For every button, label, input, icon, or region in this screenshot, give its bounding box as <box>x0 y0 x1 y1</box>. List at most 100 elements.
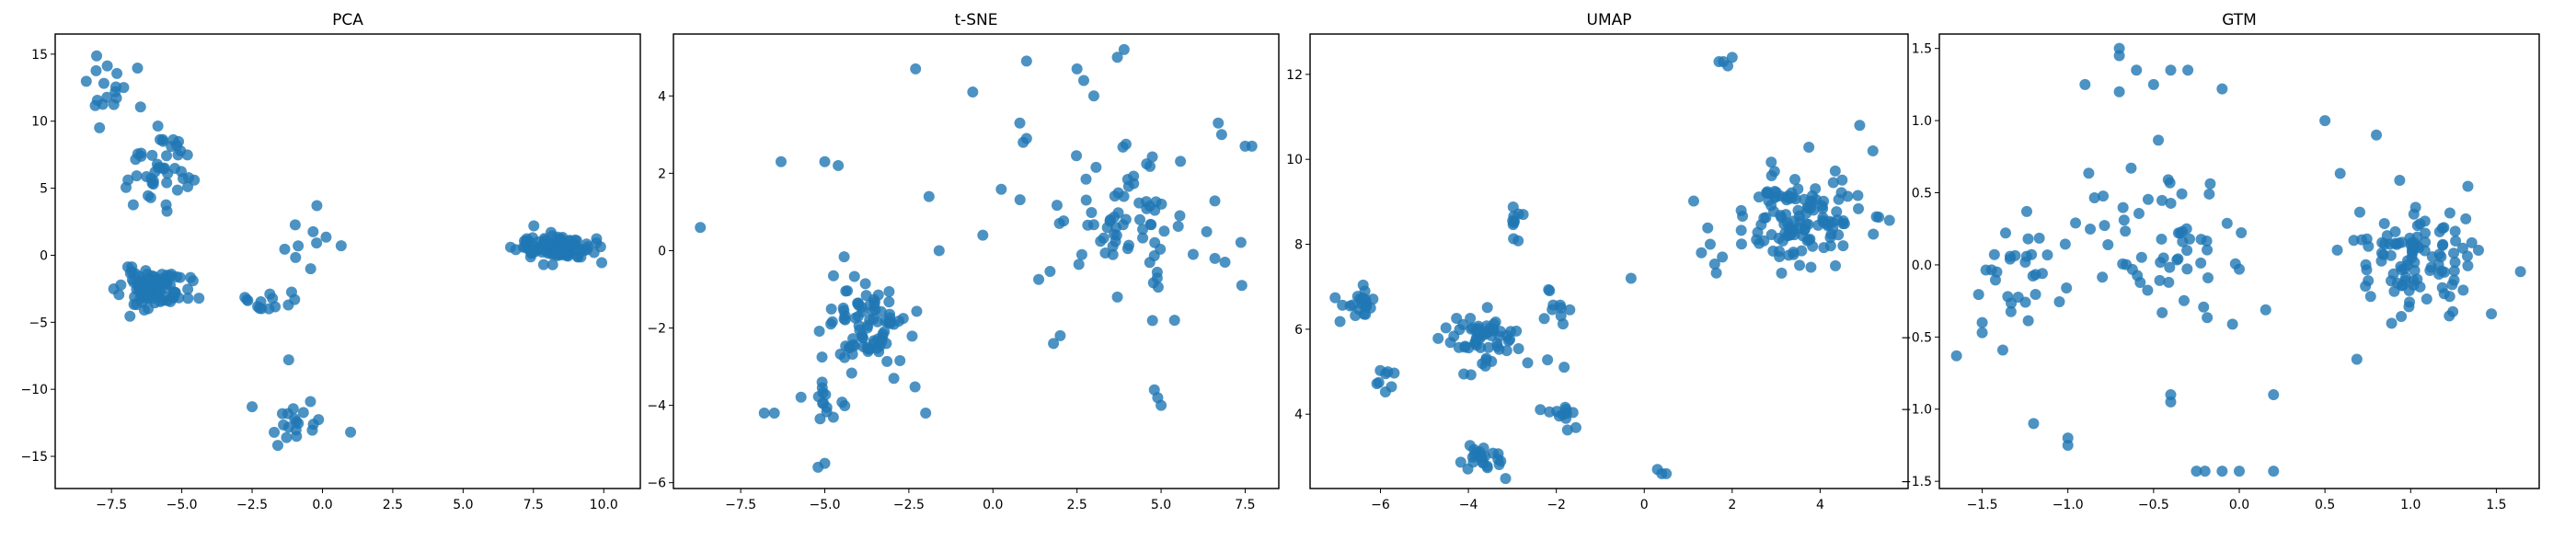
data-point <box>813 326 825 338</box>
data-point <box>127 199 139 211</box>
data-point <box>933 245 945 257</box>
data-point <box>1661 467 1673 479</box>
data-point <box>1107 240 1119 252</box>
data-point <box>2163 276 2175 288</box>
data-point <box>2462 259 2474 271</box>
data-point <box>1837 218 1849 230</box>
data-point <box>1051 200 1063 212</box>
data-point <box>2400 271 2411 283</box>
data-point <box>2019 257 2031 269</box>
data-point <box>1765 156 1777 168</box>
data-point <box>1786 187 1798 199</box>
data-point <box>2053 295 2065 307</box>
data-point <box>923 190 935 202</box>
data-point <box>293 418 305 430</box>
data-point <box>1151 266 1163 278</box>
data-point <box>2030 289 2041 301</box>
x-tick-label: 2.5 <box>1067 498 1087 512</box>
data-point <box>860 290 872 302</box>
data-point <box>2438 222 2450 234</box>
data-point <box>2022 233 2034 245</box>
data-point <box>2006 297 2018 309</box>
data-point <box>563 247 575 259</box>
x-tick-label: 0.0 <box>983 498 1003 512</box>
data-point <box>2514 266 2526 278</box>
data-point <box>1172 221 1184 233</box>
scatter-points-umap <box>1329 52 1895 485</box>
data-point <box>2099 220 2110 232</box>
data-point <box>2097 271 2109 283</box>
data-point <box>833 159 845 171</box>
data-point <box>1570 421 1581 433</box>
data-point <box>1805 261 1817 273</box>
data-point <box>1080 173 1092 185</box>
data-point <box>768 408 780 420</box>
data-point <box>1950 350 1962 362</box>
data-point <box>2398 263 2410 275</box>
subplot-tsne: t-SNE −7.5 −5.0 −2.5 0.0 2.5 5.0 7.5 −6 −4 −2 0 2 4 <box>647 11 1280 512</box>
data-point <box>2041 249 2053 261</box>
data-point <box>2376 236 2388 248</box>
data-point <box>1356 298 1368 310</box>
data-point <box>1996 344 2008 356</box>
data-point <box>1073 259 1085 270</box>
data-point <box>2234 263 2245 275</box>
data-point <box>1075 248 1087 260</box>
data-point <box>263 303 275 315</box>
data-point <box>2098 190 2110 202</box>
data-point <box>136 282 148 294</box>
data-point <box>2172 227 2184 239</box>
x-tick-label: −2.5 <box>893 498 925 512</box>
data-point <box>695 222 707 234</box>
data-point <box>124 268 136 280</box>
data-point <box>1465 313 1477 324</box>
data-point <box>1755 219 1767 231</box>
data-point <box>80 75 92 87</box>
data-point <box>181 149 193 161</box>
data-point <box>1989 274 2001 286</box>
data-point <box>1852 190 1864 201</box>
y-tick-label: 2 <box>658 167 666 181</box>
data-point <box>1735 204 1747 216</box>
data-point <box>2385 249 2397 261</box>
data-point <box>2162 174 2174 186</box>
y-tick-label: 12 <box>1286 68 1303 83</box>
data-point <box>1112 187 1124 199</box>
data-point <box>345 426 357 438</box>
x-tick-label: 10.0 <box>590 498 618 512</box>
data-point <box>2202 272 2214 283</box>
data-point <box>1334 316 1346 328</box>
data-point <box>2142 193 2154 205</box>
data-point <box>131 170 143 182</box>
data-point <box>131 299 143 311</box>
data-point <box>2403 301 2415 313</box>
x-tick-label: 0 <box>1640 498 1649 512</box>
data-point <box>1817 202 1829 214</box>
data-point <box>1174 210 1186 222</box>
data-point <box>2391 238 2403 250</box>
data-point <box>2147 78 2159 90</box>
data-point <box>2473 245 2484 257</box>
data-point <box>2156 194 2168 206</box>
data-point <box>2164 261 2176 273</box>
data-point <box>2408 208 2420 220</box>
data-point <box>2113 86 2125 98</box>
data-point <box>1831 206 1843 218</box>
x-tick-label: −5.0 <box>810 498 841 512</box>
data-point <box>1512 235 1524 247</box>
data-point <box>1818 242 1830 254</box>
data-point <box>814 413 826 425</box>
x-tick-label: −2 <box>1547 498 1566 512</box>
data-point <box>2062 439 2074 451</box>
data-point <box>910 63 922 75</box>
data-point <box>1482 341 1494 353</box>
data-point <box>1837 240 1849 252</box>
x-tick-label: −7.5 <box>96 498 127 512</box>
y-tick-label: 0.5 <box>1912 187 1932 201</box>
data-point <box>1386 381 1397 393</box>
data-point <box>135 150 147 162</box>
y-tick-label: −15 <box>20 450 48 465</box>
data-point <box>242 294 254 306</box>
data-point <box>1481 302 1493 314</box>
